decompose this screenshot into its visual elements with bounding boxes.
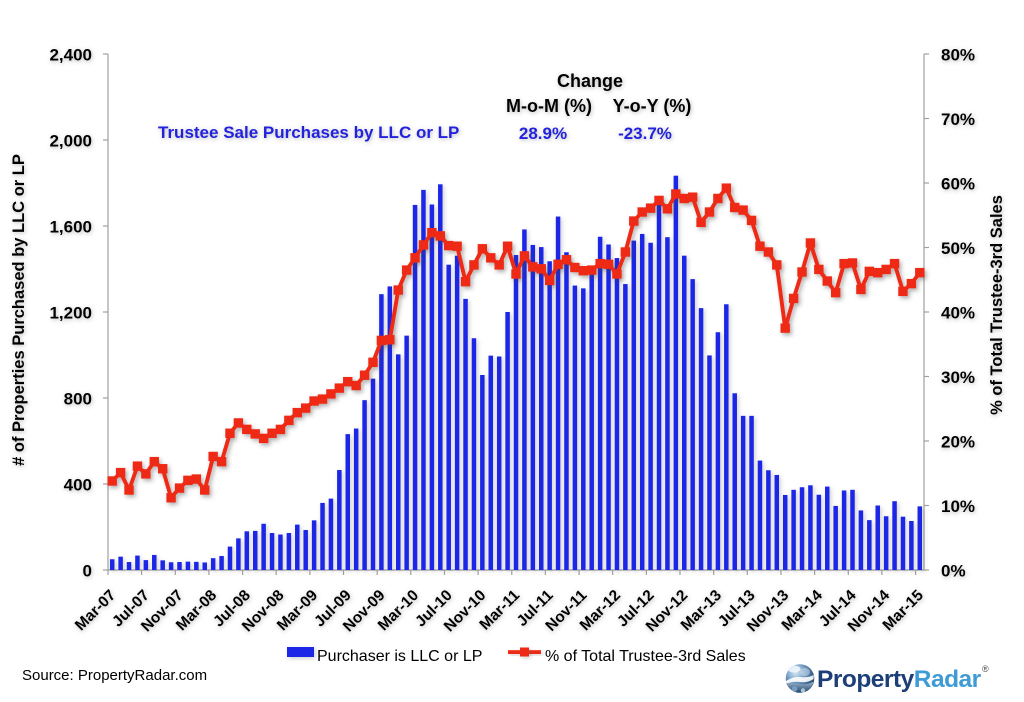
svg-text:-23.7%: -23.7% — [618, 124, 672, 143]
svg-text:40%: 40% — [941, 304, 975, 323]
svg-text:0%: 0% — [941, 562, 966, 581]
svg-text:% of Total Trustee-3rd Sales: % of Total Trustee-3rd Sales — [988, 195, 1006, 415]
svg-text:80%: 80% — [941, 46, 975, 65]
svg-text:Trustee Sale Purchases by LLC: Trustee Sale Purchases by LLC or LP — [158, 123, 459, 142]
svg-text:# of Properties Purchased by L: # of Properties Purchased by LLC or LP — [10, 154, 28, 466]
svg-text:28.9%: 28.9% — [519, 124, 567, 143]
svg-text:M-o-M (%): M-o-M (%) — [506, 96, 592, 116]
svg-text:50%: 50% — [941, 239, 975, 258]
svg-text:Change: Change — [557, 71, 623, 91]
svg-text:70%: 70% — [941, 110, 975, 129]
svg-text:®: ® — [982, 664, 989, 674]
svg-text:800: 800 — [64, 390, 92, 409]
svg-text:2,000: 2,000 — [49, 132, 92, 151]
svg-text:0: 0 — [83, 562, 92, 581]
svg-text:10%: 10% — [941, 497, 975, 516]
svg-text:60%: 60% — [941, 175, 975, 194]
svg-text:2,400: 2,400 — [49, 46, 92, 65]
svg-text:Source: PropertyRadar.com: Source: PropertyRadar.com — [22, 667, 207, 684]
svg-text:30%: 30% — [941, 368, 975, 387]
svg-text:PropertyRadar: PropertyRadar — [817, 666, 982, 693]
svg-text:1,600: 1,600 — [49, 218, 92, 237]
svg-text:1,200: 1,200 — [49, 304, 92, 323]
svg-text:Y-o-Y (%): Y-o-Y (%) — [613, 96, 692, 116]
svg-text:400: 400 — [64, 476, 92, 495]
svg-text:Purchaser is LLC or LP: Purchaser is LLC or LP — [317, 648, 482, 665]
svg-text:20%: 20% — [941, 433, 975, 452]
svg-text:% of Total Trustee-3rd Sales: % of Total Trustee-3rd Sales — [545, 648, 746, 665]
